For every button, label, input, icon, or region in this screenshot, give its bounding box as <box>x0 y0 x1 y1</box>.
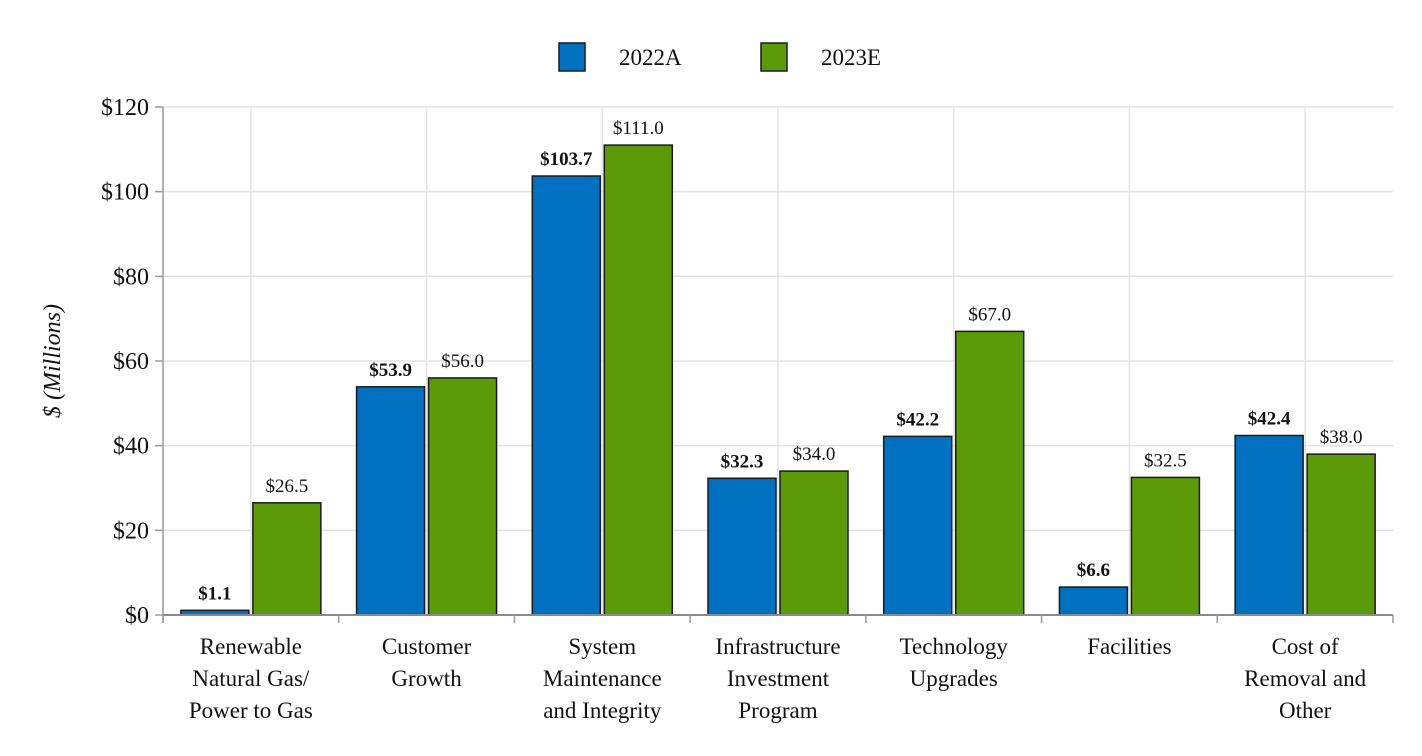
x-category-label: Other <box>1279 698 1332 723</box>
legend-label-2022A: 2022A <box>619 45 682 70</box>
x-category-label: Cost of <box>1272 634 1339 659</box>
data-label: $34.0 <box>793 444 836 465</box>
x-category-label: Natural Gas/ <box>192 666 309 691</box>
x-category-label: Upgrades <box>910 666 998 691</box>
x-category-label: Infrastructure <box>715 634 840 659</box>
y-tick-label: $20 <box>113 518 149 544</box>
data-label: $67.0 <box>968 304 1011 325</box>
x-category-label: System <box>568 634 636 659</box>
bar-2023E-4 <box>954 330 1025 616</box>
y-axis-title: $ (Millions) <box>40 304 66 418</box>
bar-2022A-2 <box>531 175 602 616</box>
x-category-label: Growth <box>391 666 462 691</box>
data-label: $26.5 <box>265 476 308 497</box>
legend-swatch-2022A <box>558 42 586 72</box>
y-tick-label: $60 <box>113 349 149 375</box>
data-label: $6.6 <box>1077 560 1110 581</box>
bar-2023E-6 <box>1306 453 1376 616</box>
data-label: $38.0 <box>1320 427 1363 448</box>
y-tick-label: $100 <box>101 180 149 206</box>
bar-2023E-2 <box>603 144 674 616</box>
data-label: $32.3 <box>721 451 764 472</box>
bar-2023E-3 <box>779 470 849 616</box>
data-label: $53.9 <box>369 360 412 381</box>
y-tick-label: $0 <box>125 603 149 629</box>
bar-2022A-5 <box>1058 586 1129 616</box>
bar-2023E-0 <box>252 502 322 616</box>
bar-2023E-5 <box>1130 476 1201 616</box>
bar-2023E-1 <box>427 377 498 616</box>
bar-2022A-4 <box>882 435 953 616</box>
x-category-label: Renewable <box>200 634 302 659</box>
bar-2022A-3 <box>707 477 777 616</box>
y-tick-label: $120 <box>101 95 149 121</box>
bar-2022A-1 <box>355 386 426 616</box>
data-label: $42.2 <box>896 409 939 430</box>
data-label: $103.7 <box>540 149 593 170</box>
legend-label-2023E: 2023E <box>821 45 881 70</box>
data-label: $42.4 <box>1248 409 1291 430</box>
x-category-label: Maintenance <box>543 666 662 691</box>
y-tick-label: $40 <box>113 434 149 460</box>
x-category-label: and Integrity <box>543 698 662 723</box>
x-category-label: Investment <box>727 666 830 691</box>
data-label: $56.0 <box>441 351 484 372</box>
y-tick-label: $80 <box>113 264 149 290</box>
x-category-label: Power to Gas <box>189 698 313 723</box>
x-category-label: Facilities <box>1087 634 1171 659</box>
x-category-label: Program <box>738 698 817 723</box>
data-label: $32.5 <box>1144 450 1187 471</box>
data-label: $111.0 <box>613 118 664 139</box>
x-category-label: Technology <box>900 634 1009 659</box>
data-label: $1.1 <box>198 583 231 604</box>
x-category-label: Removal and <box>1244 666 1366 691</box>
bar-2022A-6 <box>1234 434 1304 616</box>
x-category-label: Customer <box>382 634 472 659</box>
legend-swatch-2023E <box>760 42 788 72</box>
